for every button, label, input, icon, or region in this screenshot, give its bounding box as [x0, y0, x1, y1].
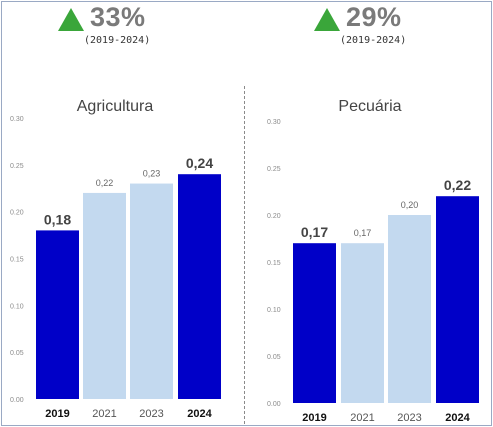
x-tick-label: 2019 — [45, 408, 69, 420]
bar-2024 — [178, 174, 221, 399]
x-tick-label: 2024 — [187, 408, 212, 420]
y-tick-label: 0.10 — [10, 303, 24, 310]
value-label: 0,17 — [354, 228, 372, 238]
growth-period: (2019-2024) — [340, 35, 407, 46]
bar-2021 — [341, 243, 384, 403]
growth-period: (2019-2024) — [84, 35, 151, 46]
y-tick-label: 0.10 — [267, 307, 281, 314]
up-triangle-icon — [58, 8, 84, 31]
chart-title: Agricultura — [77, 98, 154, 115]
chart-agricultura: Agricultura 0.00 0.05 0.10 0.15 0.20 0.25 0.30 0… — [10, 98, 221, 420]
y-tick-label: 0.00 — [267, 401, 281, 408]
x-tick-label: 2019 — [302, 412, 326, 424]
value-label: 0,18 — [44, 211, 71, 227]
bar-2019 — [36, 230, 79, 399]
value-label: 0,24 — [186, 155, 213, 171]
y-tick-label: 0.20 — [10, 210, 24, 217]
up-triangle-icon — [314, 8, 340, 31]
y-tick-label: 0.05 — [267, 354, 281, 361]
x-tick-label: 2023 — [397, 412, 421, 424]
y-tick-label: 0.30 — [267, 119, 281, 126]
bar-2023 — [388, 215, 431, 403]
growth-percent: 33% — [90, 2, 146, 32]
x-tick-label: 2023 — [139, 408, 163, 420]
value-label: 0,17 — [301, 224, 328, 240]
y-tick-label: 0.25 — [10, 163, 24, 170]
value-label: 0,22 — [444, 177, 471, 193]
value-label: 0,23 — [143, 169, 161, 179]
x-tick-label: 2021 — [350, 412, 374, 424]
y-tick-label: 0.15 — [10, 257, 24, 264]
value-label: 0,22 — [96, 178, 114, 188]
value-label: 0,20 — [401, 200, 419, 210]
growth-percent: 29% — [346, 2, 402, 32]
bar-2021 — [83, 192, 126, 399]
bar-2023 — [130, 183, 173, 399]
chart-title: Pecuária — [338, 98, 401, 115]
bar-2024 — [436, 196, 479, 403]
y-tick-label: 0.20 — [267, 213, 281, 220]
panel-divider — [244, 86, 245, 424]
x-tick-label: 2024 — [445, 412, 470, 424]
chart-pecuaria: Pecuária 0.00 0.05 0.10 0.15 0.20 0.25 0.30 0,17… — [267, 98, 479, 424]
y-tick-label: 0.30 — [10, 116, 24, 123]
y-tick-label: 0.25 — [267, 166, 281, 173]
y-tick-label: 0.05 — [10, 350, 24, 357]
x-tick-label: 2021 — [92, 408, 116, 420]
y-tick-label: 0.15 — [267, 260, 281, 267]
bar-2019 — [293, 243, 336, 403]
y-tick-label: 0.00 — [10, 397, 24, 404]
